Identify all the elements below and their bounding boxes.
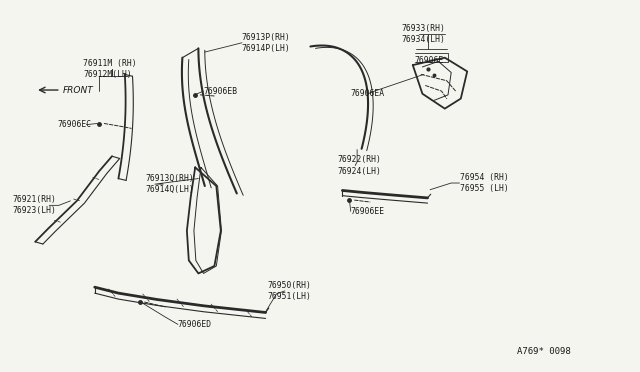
Text: 76906EE: 76906EE (351, 207, 385, 216)
Text: 76906EA: 76906EA (351, 89, 385, 98)
Text: A769* 0098: A769* 0098 (517, 347, 571, 356)
Text: 76950(RH)
76951(LH): 76950(RH) 76951(LH) (268, 281, 312, 301)
Text: 76906EC: 76906EC (58, 120, 92, 129)
Text: 76906EB: 76906EB (204, 87, 237, 96)
Text: 76921(RH)
76923(LH): 76921(RH) 76923(LH) (13, 195, 57, 215)
Text: 76922(RH)
76924(LH): 76922(RH) 76924(LH) (338, 155, 382, 176)
Text: 76913Q(RH)
76914Q(LH): 76913Q(RH) 76914Q(LH) (146, 174, 195, 194)
Text: FRONT: FRONT (63, 86, 93, 94)
Text: 76911M (RH)
76912M(LH): 76911M (RH) 76912M(LH) (83, 59, 137, 79)
Text: 76906E: 76906E (415, 56, 444, 65)
Text: 76954 (RH)
76955 (LH): 76954 (RH) 76955 (LH) (460, 173, 508, 193)
Text: 76913P(RH)
76914P(LH): 76913P(RH) 76914P(LH) (242, 33, 291, 53)
Text: 76933(RH)
76934(LH): 76933(RH) 76934(LH) (402, 24, 446, 44)
Text: 76906ED: 76906ED (178, 320, 212, 329)
